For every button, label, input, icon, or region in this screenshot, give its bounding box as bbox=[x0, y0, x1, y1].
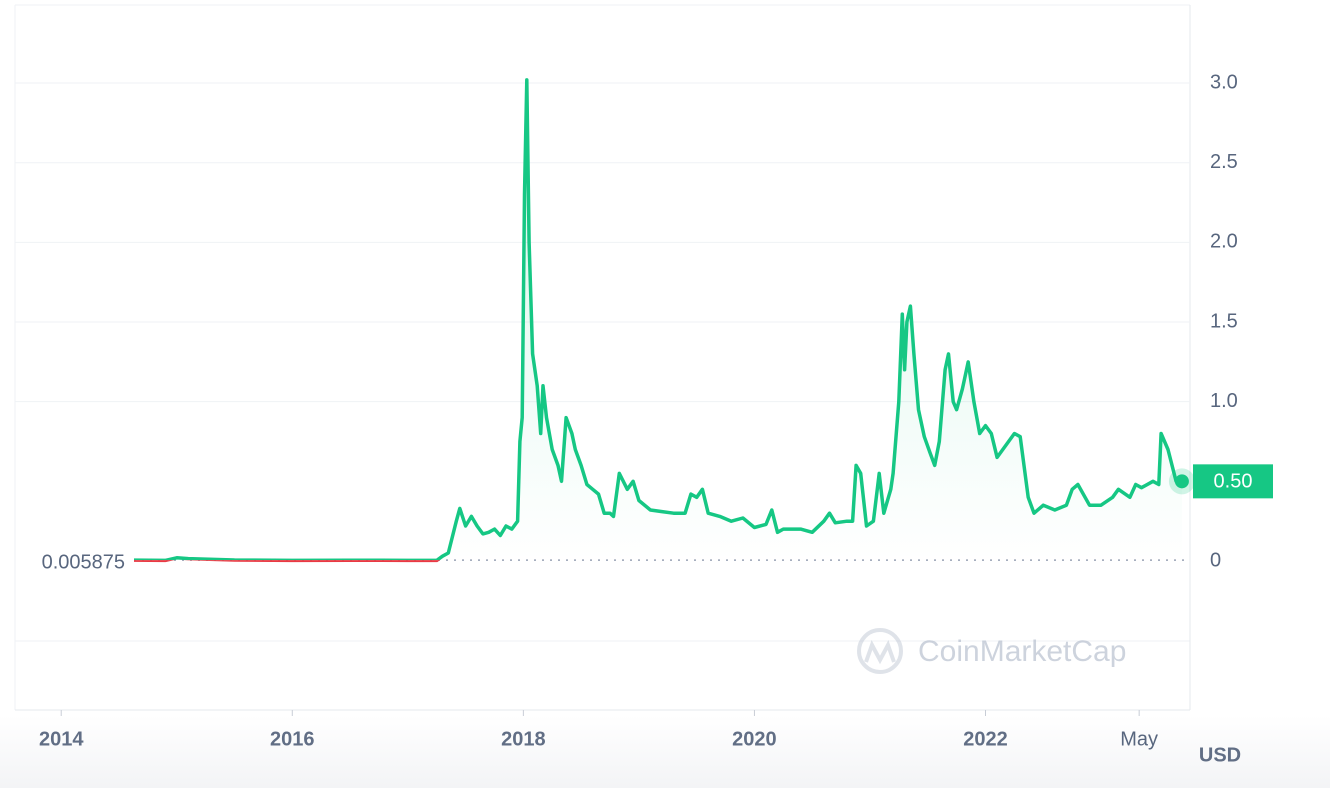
x-tick-label: 2014 bbox=[39, 728, 84, 750]
y-tick-label: 1.0 bbox=[1210, 390, 1238, 412]
y-tick-label: 3.0 bbox=[1210, 71, 1238, 93]
currency-label: USD bbox=[1199, 744, 1241, 766]
current-dot bbox=[1174, 474, 1189, 489]
y-tick-label: 1.5 bbox=[1210, 310, 1238, 332]
y-tick-label: 2.0 bbox=[1210, 231, 1238, 253]
price-tag-label: 0.50 bbox=[1214, 471, 1253, 493]
x-tick-label: 2018 bbox=[501, 728, 546, 750]
x-tick-label: May bbox=[1120, 728, 1158, 750]
x-tick-label: 2016 bbox=[270, 728, 315, 750]
y-tick-label: 2.5 bbox=[1210, 151, 1238, 173]
watermark: CoinMarketCap bbox=[918, 635, 1126, 668]
watermark-logo bbox=[857, 628, 903, 674]
price-line bbox=[134, 78, 1182, 561]
x-tick-label: 2020 bbox=[732, 728, 777, 750]
y-tick-label: 0 bbox=[1210, 549, 1221, 571]
x-tick-label: 2022 bbox=[963, 728, 1008, 750]
baseline-label: 0.005875 bbox=[42, 551, 125, 573]
price-tag bbox=[1193, 464, 1273, 499]
footer-shade bbox=[0, 715, 1330, 788]
area bbox=[134, 79, 1182, 562]
